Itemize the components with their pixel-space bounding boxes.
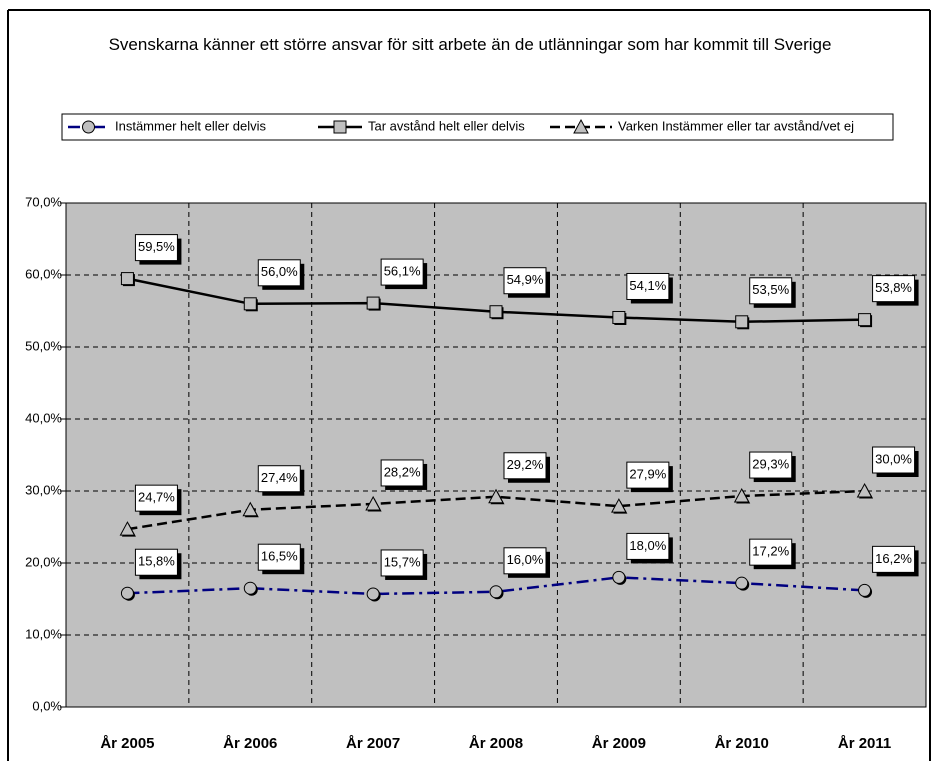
marker xyxy=(120,272,134,286)
marker xyxy=(366,587,380,601)
label-box xyxy=(872,545,916,573)
label-box xyxy=(134,484,178,512)
x-tick-label: År 2009 xyxy=(592,735,646,752)
marker xyxy=(733,487,750,503)
label-box xyxy=(257,259,301,287)
data-label: 53,8% xyxy=(875,280,912,295)
data-label: 27,9% xyxy=(629,467,666,482)
data-label: 16,0% xyxy=(507,552,544,567)
marker xyxy=(243,581,257,595)
data-label: 18,0% xyxy=(629,538,666,553)
x-tick-label: År 2011 xyxy=(838,735,891,752)
x-tick-label: År 2008 xyxy=(469,735,523,752)
legend-label: Varken Instämmer eller tar avstånd/vet e… xyxy=(618,118,854,133)
label-box xyxy=(503,452,547,480)
data-label: 24,7% xyxy=(138,490,175,505)
x-tick-label: År 2007 xyxy=(346,735,400,752)
data-label: 16,2% xyxy=(875,551,912,566)
label-box xyxy=(749,277,793,305)
x-tick-label: År 2005 xyxy=(100,735,154,752)
data-label: 27,4% xyxy=(261,470,298,485)
label-box xyxy=(872,275,916,303)
legend-label: Tar avstånd helt eller delvis xyxy=(368,118,525,133)
label-box xyxy=(134,548,178,576)
chart-title: Svenskarna känner ett större ansvar för … xyxy=(108,35,832,54)
y-tick-label: 50,0% xyxy=(25,338,62,353)
legend-label: Instämmer helt eller delvis xyxy=(115,118,266,133)
label-box xyxy=(503,547,547,575)
label-box xyxy=(503,267,547,295)
marker xyxy=(735,576,749,590)
data-label: 54,9% xyxy=(507,272,544,287)
marker xyxy=(333,120,347,134)
legend xyxy=(61,113,894,141)
data-label: 15,8% xyxy=(138,554,175,569)
marker xyxy=(611,498,627,513)
label-box xyxy=(626,272,670,300)
data-label: 29,3% xyxy=(752,456,789,471)
label-box xyxy=(380,549,424,577)
label-box xyxy=(872,446,916,474)
data-label: 56,1% xyxy=(384,264,421,279)
label-box xyxy=(257,465,301,493)
marker xyxy=(119,521,136,536)
data-label: 29,2% xyxy=(507,457,544,472)
marker xyxy=(489,305,503,319)
y-tick-label: 30,0% xyxy=(25,482,62,497)
marker xyxy=(243,297,257,311)
y-tick-label: 60,0% xyxy=(25,266,62,281)
marker xyxy=(488,488,504,504)
x-tick-label: År 2010 xyxy=(715,735,769,752)
marker xyxy=(735,315,749,329)
label-box xyxy=(380,459,424,487)
data-label: 59,5% xyxy=(138,239,175,254)
plot-area xyxy=(65,202,927,708)
data-label: 15,7% xyxy=(384,554,421,569)
data-label: 16,5% xyxy=(261,549,298,564)
marker xyxy=(858,583,872,597)
label-box xyxy=(626,532,670,560)
marker xyxy=(82,120,95,134)
marker xyxy=(573,118,589,134)
marker xyxy=(365,495,381,511)
marker xyxy=(858,313,872,327)
y-tick-label: 70,0% xyxy=(25,194,62,209)
y-tick-label: 40,0% xyxy=(25,410,62,425)
data-label: 17,2% xyxy=(752,544,789,559)
marker xyxy=(366,296,380,310)
label-box xyxy=(626,461,670,489)
label-box xyxy=(749,451,793,479)
x-tick-label: År 2006 xyxy=(223,735,277,752)
label-box xyxy=(134,234,178,262)
data-label: 28,2% xyxy=(384,464,421,479)
y-tick-label: 20,0% xyxy=(25,554,62,569)
y-tick-label: 10,0% xyxy=(25,626,62,641)
marker xyxy=(489,585,503,599)
marker xyxy=(612,310,626,324)
label-box xyxy=(749,538,793,566)
data-label: 30,0% xyxy=(875,451,912,466)
data-label: 54,1% xyxy=(629,278,666,293)
data-label: 53,5% xyxy=(752,282,789,297)
y-tick-label: 0,0% xyxy=(32,698,62,713)
marker xyxy=(242,501,259,517)
marker xyxy=(612,570,626,584)
label-box xyxy=(380,258,424,286)
data-label: 56,0% xyxy=(261,264,298,279)
label-box xyxy=(257,543,301,571)
marker xyxy=(120,586,134,600)
marker xyxy=(856,482,873,498)
